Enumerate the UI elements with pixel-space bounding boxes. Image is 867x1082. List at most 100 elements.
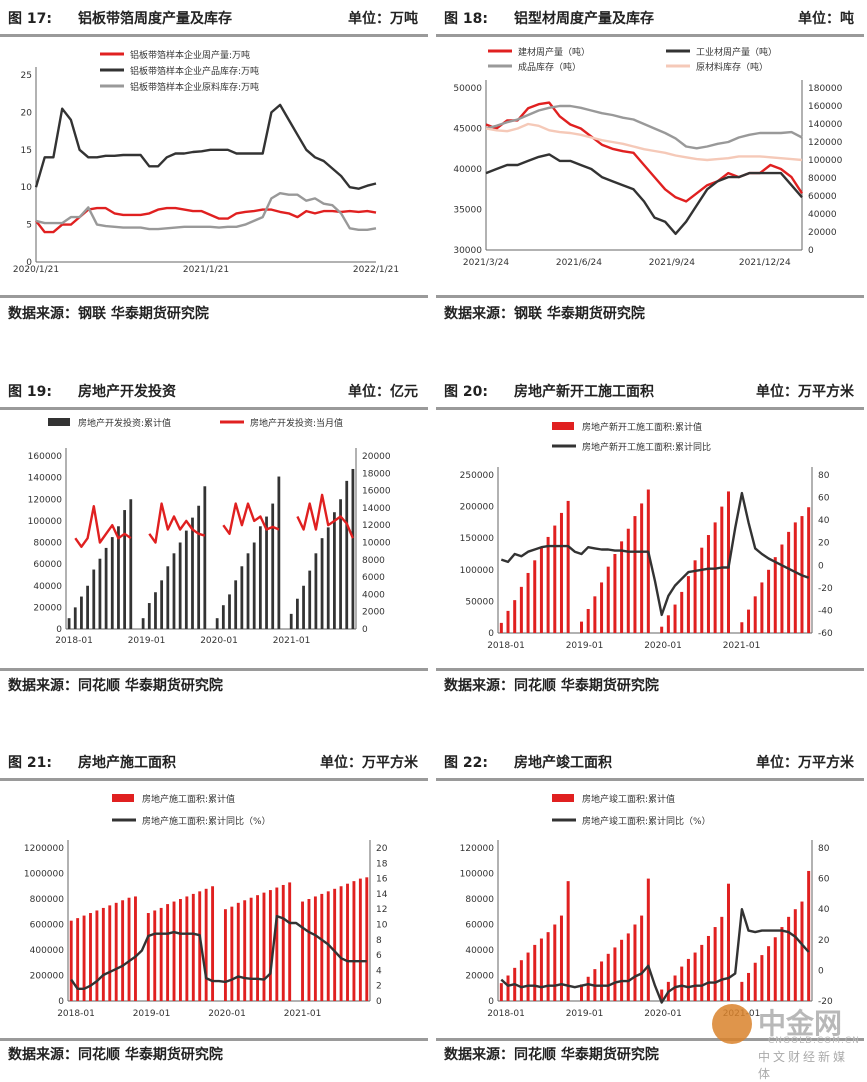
bar-red	[620, 541, 624, 633]
bar-dark	[345, 480, 349, 629]
series-line	[35, 192, 377, 231]
y-tick-label-left: 400000	[30, 946, 65, 956]
y-tick-label-left: 150000	[460, 534, 495, 544]
bar-red	[633, 924, 637, 1001]
bar-red	[626, 528, 630, 633]
bar-red	[793, 909, 797, 1001]
y-tick-label-left: 20	[21, 108, 33, 118]
figure-number: 图 19:	[8, 384, 52, 400]
y-tick-label-left: 800000	[30, 895, 65, 905]
y-tick-label-right: 40000	[808, 210, 837, 220]
series-line	[485, 122, 803, 162]
bar-red	[243, 900, 247, 1001]
y-tick-label-right: 120000	[808, 138, 843, 148]
legend-label: 房地产施工面积:累计同比（%）	[142, 815, 271, 827]
series-line	[485, 101, 804, 203]
footer-divider	[0, 295, 428, 298]
figure-number: 图 21:	[8, 755, 52, 771]
y-tick-label-right: 0	[376, 997, 382, 1007]
y-tick-label-left: 40000	[33, 582, 62, 592]
y-tick-label-right: 40	[818, 516, 830, 526]
bar-dark	[234, 580, 238, 629]
legend-label: 铝板带箔样本企业原料库存:万吨	[130, 81, 259, 93]
bar-red	[204, 888, 208, 1001]
header-divider	[0, 34, 428, 37]
bar-red	[780, 544, 784, 633]
y-tick-label-left: 140000	[28, 474, 63, 484]
x-tick-label: 2018-01	[57, 1009, 95, 1019]
bar-red	[713, 927, 717, 1001]
x-tick-label: 2020/1/21	[13, 265, 59, 275]
y-tick-label-left: 600000	[30, 921, 65, 931]
bar-red	[499, 622, 503, 633]
y-tick-label-left: 20000	[33, 603, 62, 613]
panel-header: 图 18: 铝型材周度产量及库存 单位：吨	[436, 0, 864, 34]
y-tick-label-left: 80000	[465, 895, 494, 905]
y-tick-label-left: 120000	[28, 495, 63, 505]
series-line	[485, 104, 803, 150]
bar-dark	[333, 512, 336, 629]
bar-red	[352, 881, 356, 1001]
y-tick-label-right: 12	[376, 905, 387, 915]
figure-number: 图 17:	[8, 11, 52, 27]
bar-dark	[246, 553, 250, 629]
bar-dark	[166, 566, 170, 629]
bar-red	[108, 905, 112, 1001]
unit-label: 单位：亿元	[348, 384, 418, 400]
bar-dark	[339, 499, 342, 629]
y-tick-label-right: -20	[818, 997, 833, 1007]
bar-red	[249, 897, 253, 1001]
bar-red	[633, 516, 637, 633]
bar-red	[114, 902, 118, 1001]
bar-red	[281, 884, 285, 1001]
y-tick-label-left: 0	[56, 625, 62, 635]
header-divider	[0, 407, 428, 410]
bar-red	[720, 506, 724, 633]
panel-header: 图 21: 房地产施工面积 单位：万平方米	[0, 744, 428, 778]
bar-red	[121, 900, 125, 1001]
bar-red	[159, 907, 163, 1001]
y-tick-label-left: 1000000	[24, 870, 64, 880]
unit-label: 单位：万平方米	[756, 384, 854, 400]
y-tick-label-right: 80000	[808, 174, 837, 184]
legend-label: 房地产竣工面积:累计值	[582, 793, 675, 805]
y-tick-label-left: 0	[58, 997, 64, 1007]
header-divider	[436, 34, 864, 37]
y-tick-label-right: 2000	[362, 608, 385, 618]
chart-title: 铝板带箔周度产量及库存	[78, 11, 232, 27]
y-tick-label-left: 30000	[453, 246, 482, 256]
y-tick-label-right: 18000	[362, 469, 391, 479]
x-tick-label: 2021/3/24	[463, 258, 509, 268]
bar-red	[767, 569, 771, 633]
y-tick-label-right: 20000	[362, 452, 391, 462]
source-note: 数据来源：同花顺 华泰期货研究院	[8, 1047, 223, 1063]
y-tick-label-left: 0	[26, 258, 32, 268]
y-tick-label-left: 120000	[460, 844, 495, 854]
bar-dark	[110, 537, 114, 629]
x-tick-label: 2021-01	[273, 636, 311, 646]
bar-red	[499, 983, 503, 1001]
bar-dark	[172, 553, 176, 629]
unit-label: 单位：吨	[798, 11, 854, 27]
bar-dark	[86, 585, 89, 629]
y-tick-label-left: 40000	[453, 165, 482, 175]
bar-red	[301, 901, 304, 1001]
bar-red	[346, 883, 349, 1001]
footer-divider	[436, 295, 864, 298]
bar-red	[767, 946, 771, 1001]
series-line	[500, 908, 810, 1004]
legend-swatch	[48, 418, 70, 426]
bar-red	[673, 604, 677, 633]
bar-red	[275, 887, 279, 1001]
footer-divider	[0, 1038, 428, 1041]
series-line	[485, 153, 803, 235]
x-tick-label: 2018-01	[55, 636, 93, 646]
bar-red	[646, 489, 650, 633]
bar-red	[740, 622, 744, 633]
bar-dark	[215, 618, 219, 629]
watermark-url: CNGOLD.COM.CN	[768, 1036, 860, 1046]
bar-red	[753, 596, 757, 633]
chart-title: 房地产竣工面积	[514, 755, 612, 771]
series-line	[34, 103, 377, 190]
bar-dark	[184, 530, 188, 629]
